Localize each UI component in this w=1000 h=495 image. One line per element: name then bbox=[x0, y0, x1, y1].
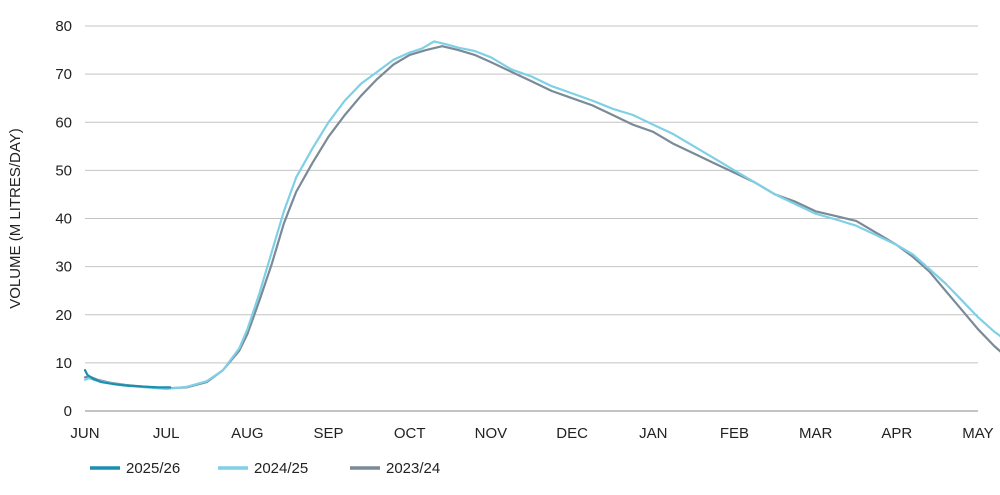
series-line-2025-26 bbox=[83, 369, 172, 389]
y-axis-title: VOLUME (M LITRES/DAY) bbox=[7, 128, 24, 309]
y-tick-label: 80 bbox=[55, 18, 72, 35]
series-lines bbox=[83, 40, 1000, 390]
y-tick-label: 40 bbox=[55, 211, 72, 228]
legend-item-2023-24: 2023/24 bbox=[350, 460, 440, 477]
y-tick-label: 70 bbox=[55, 66, 72, 83]
x-tick-label: AUG bbox=[231, 425, 264, 442]
legend-item-2025-26: 2025/26 bbox=[90, 460, 180, 477]
x-tick-label: MAR bbox=[799, 425, 833, 442]
x-tick-label: NOV bbox=[475, 425, 508, 442]
y-axis-ticks: 0 10 20 30 40 50 60 70 80 bbox=[55, 18, 72, 420]
legend-label: 2025/26 bbox=[126, 460, 180, 477]
x-tick-label: APR bbox=[881, 425, 912, 442]
legend-label: 2024/25 bbox=[254, 460, 308, 477]
y-tick-label: 20 bbox=[55, 307, 72, 324]
y-tick-label: 30 bbox=[55, 259, 72, 276]
x-tick-label: SEP bbox=[314, 425, 344, 442]
legend-label: 2023/24 bbox=[386, 460, 440, 477]
x-tick-label: FEB bbox=[720, 425, 749, 442]
y-tick-label: 10 bbox=[55, 355, 72, 372]
x-tick-label: DEC bbox=[556, 425, 588, 442]
legend: 2025/26 2024/25 2023/24 bbox=[90, 460, 440, 477]
x-tick-label: JUL bbox=[153, 425, 180, 442]
y-tick-label: 0 bbox=[64, 403, 72, 420]
series-line-2024-25 bbox=[83, 40, 1000, 390]
grid-lines bbox=[85, 25, 978, 412]
x-tick-label: JUN bbox=[70, 425, 99, 442]
y-tick-label: 60 bbox=[55, 114, 72, 131]
x-tick-label: JAN bbox=[639, 425, 667, 442]
y-tick-label: 50 bbox=[55, 162, 72, 179]
x-tick-label: MAY bbox=[962, 425, 993, 442]
legend-item-2024-25: 2024/25 bbox=[218, 460, 308, 477]
x-axis-ticks: JUN JUL AUG SEP OCT NOV DEC JAN FEB MAR APR MAY bbox=[70, 425, 993, 442]
series-line-2023-24 bbox=[83, 45, 1000, 390]
x-tick-label: OCT bbox=[394, 425, 426, 442]
